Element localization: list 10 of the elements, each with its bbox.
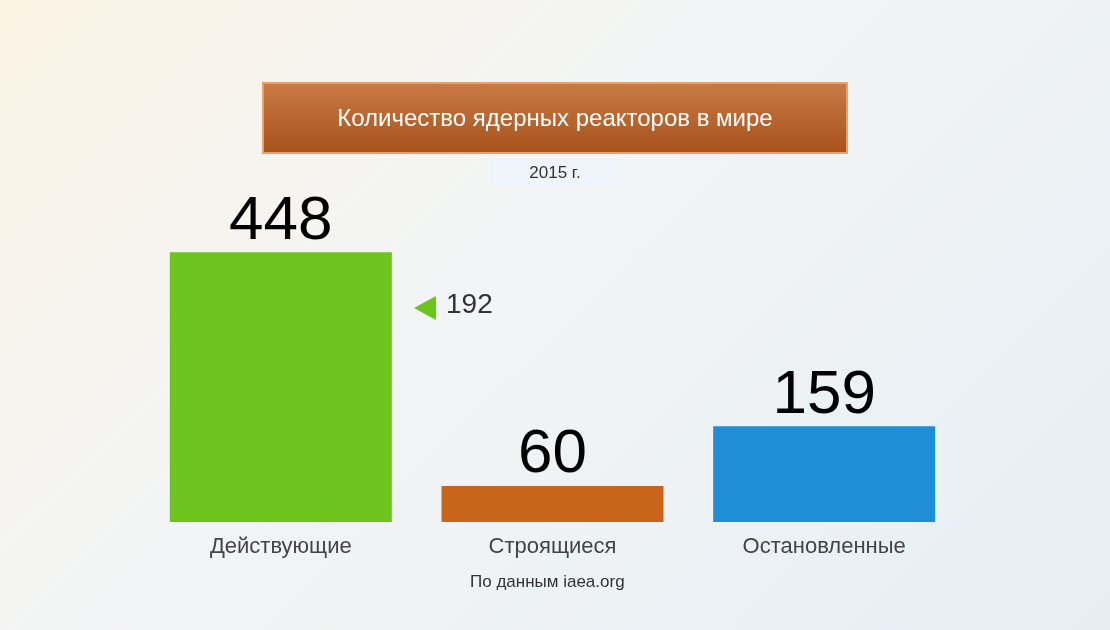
annotation: 192 — [446, 288, 493, 320]
chart-subtitle: 2015 г. — [490, 158, 620, 188]
data-label: 60 — [518, 416, 587, 486]
chart-title: Количество ядерных реакторов в мире — [262, 82, 848, 154]
text: По данным iaea.org — [470, 572, 625, 592]
x-tick-label: Строящиеся — [488, 532, 617, 558]
data-label: 159 — [772, 356, 876, 426]
x-tick-label: Действующие — [209, 532, 352, 558]
data-label: 448 — [229, 182, 333, 252]
x-tick-label: Остановленные — [742, 532, 906, 558]
